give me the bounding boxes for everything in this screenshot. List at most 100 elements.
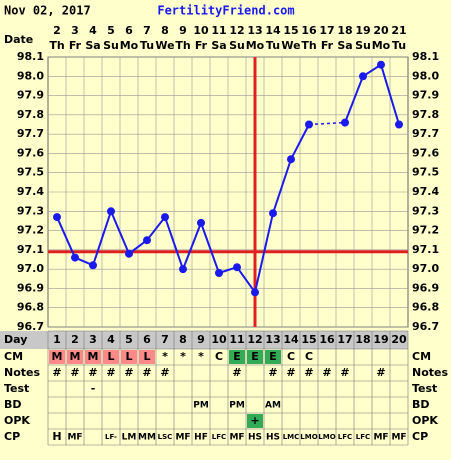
temperature-point (53, 213, 61, 222)
cell-text: L (143, 350, 150, 363)
day-number: 19 (373, 333, 388, 346)
cell-text: # (70, 366, 79, 379)
cell-text: MM (138, 433, 156, 443)
y-tick-label-right: 97.9 (412, 89, 439, 102)
y-tick-label: 98.0 (17, 69, 44, 82)
row-label: CM (4, 350, 23, 363)
cell-text: MF (229, 433, 244, 443)
day-number: 1 (53, 333, 61, 346)
day-number: 13 (265, 333, 280, 346)
date-label: 19 (355, 24, 370, 37)
cell-text: MF (391, 433, 406, 443)
date-label: 17 (319, 24, 334, 37)
weekday-label: Sa (211, 39, 226, 52)
row-label-right: CP (412, 430, 428, 443)
cell-text: L (125, 350, 132, 363)
date-label: 4 (89, 24, 97, 37)
cell-highlight (229, 350, 245, 364)
cell-text: E (251, 350, 259, 363)
temperature-point (377, 60, 385, 69)
cell-text: LSC (158, 433, 173, 441)
cell-highlight (247, 350, 263, 364)
cell-text: M (70, 350, 81, 363)
row-label-right: BD (412, 398, 430, 411)
cell-text: # (232, 366, 241, 379)
cell-text: * (180, 350, 186, 363)
temperature-point (233, 263, 241, 272)
day-number: 11 (229, 333, 244, 346)
y-tick-label-right: 97.6 (412, 146, 439, 159)
cell-text: # (142, 366, 151, 379)
weekday-label: Mo (372, 39, 391, 52)
y-tick-label-right: 97.3 (412, 204, 439, 217)
y-tick-label-right: 96.8 (412, 301, 439, 314)
temperature-point (125, 249, 133, 258)
temperature-point (215, 269, 223, 277)
y-tick-label-right: 97.7 (412, 127, 439, 140)
y-tick-label: 97.3 (17, 204, 44, 217)
day-number: 12 (247, 333, 262, 346)
chart-date: Nov 02, 2017 (4, 4, 91, 18)
temperature-point (161, 213, 169, 222)
row-label: CP (4, 430, 20, 443)
day-number: 14 (283, 333, 299, 346)
cell-text: # (106, 366, 115, 379)
date-label: 9 (179, 24, 187, 37)
cell-highlight (85, 350, 101, 364)
y-tick-label: 97.4 (17, 185, 44, 198)
weekday-label: Su (103, 39, 119, 52)
x-axis-label: Date (4, 33, 33, 46)
cell-text: # (52, 366, 61, 379)
day-number: 3 (89, 333, 97, 346)
weekday-label: Mo (120, 39, 139, 52)
y-tick-label-right: 97.1 (412, 243, 439, 256)
weekday-label: Sa (337, 39, 352, 52)
date-label: 20 (373, 24, 389, 37)
y-tick-label: 96.8 (17, 301, 44, 314)
cell-text: LFC (338, 433, 352, 441)
date-label: 3 (71, 24, 79, 37)
temperature-point (179, 265, 187, 274)
temperature-point (107, 207, 115, 216)
y-tick-label-right: 96.9 (412, 281, 439, 294)
cell-text: + (250, 414, 259, 427)
cell-text: M (52, 350, 63, 363)
day-number: 20 (391, 333, 407, 346)
cell-text: HS (248, 433, 262, 443)
y-tick-label-right: 96.7 (412, 320, 439, 333)
y-tick-label: 97.9 (17, 89, 44, 102)
temperature-point (305, 120, 313, 129)
date-label: 7 (143, 24, 151, 37)
cell-text: L (107, 350, 114, 363)
row-label-right: Notes (412, 366, 448, 379)
weekday-label: We (281, 39, 300, 52)
weekday-label: Tu (392, 39, 406, 52)
y-tick-label: 96.9 (17, 281, 44, 294)
date-label: 16 (301, 24, 317, 37)
day-number: 16 (319, 333, 335, 346)
row-label-right: OPK (412, 414, 438, 427)
temperature-point (143, 236, 151, 245)
date-label: 6 (125, 24, 133, 37)
date-label: 10 (193, 24, 209, 37)
cell-text: HS (266, 433, 280, 443)
y-tick-label: 97.2 (17, 224, 44, 237)
day-number: 17 (337, 333, 352, 346)
row-label-right: Test (412, 382, 437, 395)
cell-text: PM (193, 401, 209, 411)
site-name: FertilityFriend.com (157, 4, 294, 18)
weekday-label: We (155, 39, 174, 52)
cell-text: LMO (300, 433, 317, 441)
day-number: 15 (301, 333, 316, 346)
cell-text: # (124, 366, 133, 379)
y-tick-label-right: 97.0 (412, 262, 439, 275)
day-number: 18 (355, 333, 370, 346)
cell-highlight (265, 350, 281, 364)
day-number: 7 (161, 333, 169, 346)
cell-text: C (305, 350, 313, 363)
row-label: Test (4, 382, 29, 395)
weekday-label: Fr (195, 39, 208, 52)
cell-text: LFC (356, 433, 370, 441)
cell-text: # (304, 366, 313, 379)
